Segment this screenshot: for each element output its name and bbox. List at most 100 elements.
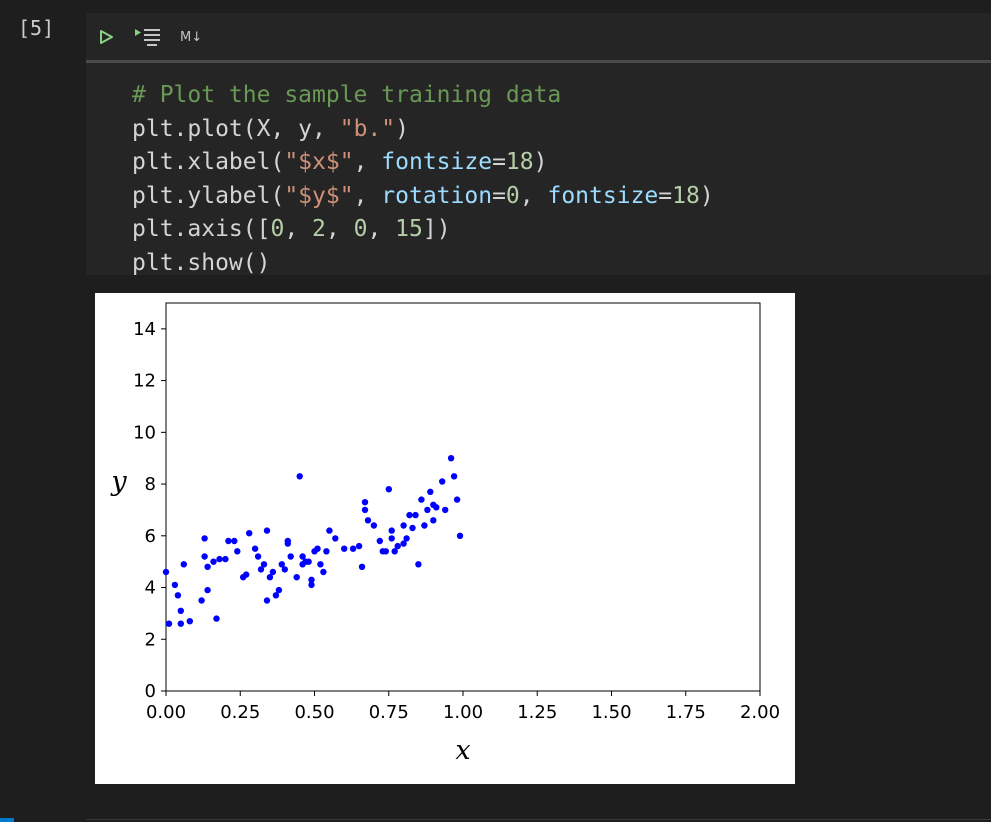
code-token: "b." <box>340 116 395 142</box>
y-axis-label: y <box>110 466 127 497</box>
data-point <box>297 473 303 479</box>
data-point <box>341 546 347 552</box>
code-editor[interactable]: # Plot the sample training data plt.plot(… <box>132 79 714 281</box>
y-tick-label: 2 <box>145 629 156 650</box>
code-line[interactable]: plt.axis([0, 2, 0, 15]) <box>132 213 714 247</box>
code-token: plt.show() <box>132 250 270 276</box>
code-token: 18 <box>672 183 700 209</box>
data-point <box>400 522 406 528</box>
data-point <box>362 499 368 505</box>
data-point <box>418 496 424 502</box>
code-token: ]) <box>423 216 451 242</box>
y-tick-label: 14 <box>133 319 156 340</box>
data-point <box>386 486 392 492</box>
run-below-icon[interactable] <box>134 25 162 49</box>
data-point <box>409 525 415 531</box>
data-point <box>406 512 412 518</box>
data-point <box>403 535 409 541</box>
code-token: = <box>658 183 672 209</box>
data-point <box>433 504 439 510</box>
code-token: plt.plot(X, y, <box>132 116 340 142</box>
y-tick-label: 4 <box>145 578 156 599</box>
code-line[interactable]: plt.show() <box>132 247 714 281</box>
data-point <box>282 566 288 572</box>
x-tick-label: 1.25 <box>517 702 557 723</box>
data-point <box>356 543 362 549</box>
data-point <box>454 496 460 502</box>
x-tick-label: 1.00 <box>443 702 483 723</box>
data-point <box>204 564 210 570</box>
cell-toolbar: M↓ <box>86 13 991 61</box>
data-point <box>389 535 395 541</box>
data-point <box>270 569 276 575</box>
data-point <box>178 621 184 627</box>
data-point <box>255 553 261 559</box>
code-line[interactable]: # Plot the sample training data <box>132 79 714 113</box>
code-token: 0 <box>354 216 368 242</box>
data-point <box>350 546 356 552</box>
x-axis-label: x <box>455 735 470 766</box>
data-point <box>294 574 300 580</box>
y-tick-label: 6 <box>145 526 156 547</box>
x-tick-label: 1.75 <box>666 702 706 723</box>
markdown-toggle[interactable]: M↓ <box>180 25 202 49</box>
data-point <box>389 527 395 533</box>
code-token: 15 <box>395 216 423 242</box>
data-point <box>305 559 311 565</box>
plot-frame <box>166 303 760 691</box>
play-icon[interactable] <box>98 25 114 49</box>
data-point <box>172 582 178 588</box>
data-point <box>201 535 207 541</box>
x-tick-label: 0.25 <box>220 702 260 723</box>
data-point <box>204 587 210 593</box>
data-point <box>430 517 436 523</box>
execution-count: [5] <box>18 16 54 40</box>
data-point <box>424 507 430 513</box>
code-token: , <box>520 183 548 209</box>
data-point <box>285 538 291 544</box>
x-tick-label: 0.50 <box>294 702 334 723</box>
data-point <box>421 522 427 528</box>
code-line[interactable]: plt.xlabel("$x$", fontsize=18) <box>132 146 714 180</box>
data-point <box>323 548 329 554</box>
data-point <box>264 597 270 603</box>
code-token: , <box>326 216 354 242</box>
data-point <box>181 561 187 567</box>
data-point <box>213 615 219 621</box>
data-point <box>222 556 228 562</box>
data-point <box>448 455 454 461</box>
data-point <box>442 507 448 513</box>
data-point <box>427 489 433 495</box>
data-point <box>163 569 169 575</box>
code-token: ) <box>700 183 714 209</box>
y-tick-label: 12 <box>133 371 156 392</box>
code-token: plt.ylabel( <box>132 183 284 209</box>
data-point <box>457 533 463 539</box>
code-token: "$x$" <box>284 149 353 175</box>
code-line[interactable]: plt.ylabel("$y$", rotation=0, fontsize=1… <box>132 180 714 214</box>
data-point <box>365 517 371 523</box>
data-point <box>314 546 320 552</box>
data-point <box>288 553 294 559</box>
code-token: 2 <box>312 216 326 242</box>
code-token: ) <box>534 149 548 175</box>
code-cell[interactable]: M↓ # Plot the sample training data plt.pl… <box>86 13 991 275</box>
data-point <box>198 597 204 603</box>
data-point <box>332 535 338 541</box>
data-point <box>439 478 445 484</box>
data-point <box>317 561 323 567</box>
code-token: "$y$" <box>284 183 353 209</box>
data-point <box>359 564 365 570</box>
data-point <box>362 507 368 513</box>
data-point <box>371 522 377 528</box>
data-point <box>308 582 314 588</box>
data-point <box>175 592 181 598</box>
y-tick-label: 0 <box>145 681 156 702</box>
data-point <box>264 527 270 533</box>
code-line[interactable]: plt.plot(X, y, "b.") <box>132 113 714 147</box>
cell-divider <box>86 60 991 63</box>
data-point <box>234 548 240 554</box>
data-point <box>412 512 418 518</box>
data-point <box>451 473 457 479</box>
code-token: 18 <box>506 149 534 175</box>
